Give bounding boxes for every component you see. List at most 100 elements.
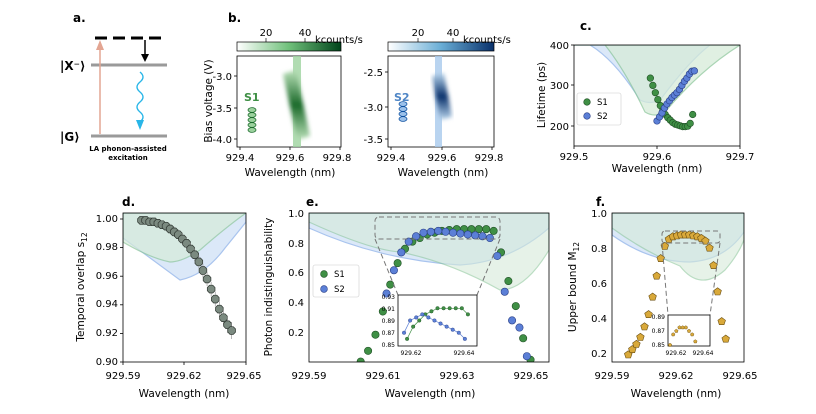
d-ytick-1: 0.98 xyxy=(96,242,118,253)
panel-d-point xyxy=(219,313,228,322)
panel-e-legend: S1 S2 xyxy=(312,264,360,298)
emission-wave xyxy=(136,71,144,123)
panel-e-inset-point-s2 xyxy=(426,315,431,320)
panel-e: e. Photon indistinguishability Wavelengt… xyxy=(263,195,550,400)
panel-e-inset-point-s1 xyxy=(447,306,452,311)
panel-e-point-s1 xyxy=(335,374,342,381)
f-xtick-0: 929.59 xyxy=(595,371,630,382)
panel-e-point-s2 xyxy=(404,237,413,246)
panel-f-inset-point xyxy=(671,332,676,337)
panel-d-points xyxy=(137,216,236,340)
panel-e-point-s1 xyxy=(371,330,380,339)
panel-f-point xyxy=(721,334,730,343)
f-inset-xtick-1: 929.64 xyxy=(693,350,714,357)
panel-e-inset-point-s2 xyxy=(456,330,461,335)
panel-f-ylabel-main: Upper bound M xyxy=(567,251,579,332)
panel-e-xlabel: Wavelength (nm) xyxy=(385,388,476,400)
panel-e-inset-points xyxy=(402,306,470,341)
panel-e-point-s1 xyxy=(305,383,312,390)
panel-e-ylabel: Photon indistinguishability xyxy=(263,218,275,357)
d-xtick-0: 929.59 xyxy=(106,371,141,382)
panel-e-inset-point-s2 xyxy=(438,321,443,326)
relaxation-arrow-head xyxy=(141,54,149,62)
panel-e-point-s2 xyxy=(515,323,524,332)
panel-d-point xyxy=(202,274,212,284)
panel-c-legend: S1 S2 xyxy=(576,92,622,126)
f-xtick-2: 929.65 xyxy=(723,371,758,382)
e-xtick-3: 929.65 xyxy=(514,371,549,382)
panel-d-point xyxy=(190,250,199,259)
panel-c-xlabel: Wavelength (nm) xyxy=(612,163,703,175)
panel-c: c. Lifetime (ps) Wavelength (nm) S1 S2 4… xyxy=(536,19,754,175)
e-ytick-2: 0.6 xyxy=(288,268,304,279)
panel-e-inset: 0.93 0.91 0.89 0.87 0.85 929.62 929.64 xyxy=(382,294,478,357)
e-ytick-0: 1.0 xyxy=(288,209,304,220)
panel-f-point xyxy=(644,310,653,319)
c-xtick-1: 929.6 xyxy=(643,152,672,163)
panel-e-point-s1 xyxy=(378,307,387,316)
panel-e-inset-point-s2 xyxy=(450,327,455,332)
panel-f-inset-point xyxy=(674,328,679,333)
cb2-unit: kcounts/s xyxy=(463,35,511,46)
panel-f-yaxis: 1.0 0.8 0.6 0.4 0.2 xyxy=(591,209,607,360)
panel-d-ylabel-sub: 12 xyxy=(80,232,89,242)
panel-e-point-s2 xyxy=(426,227,435,236)
panel-e-inset-point-s2 xyxy=(432,318,437,323)
panel-f-point xyxy=(640,322,649,331)
panel-e-zoom-box xyxy=(374,216,501,240)
panel-e-yaxis: 1.0 0.8 0.6 0.4 0.2 xyxy=(288,209,304,339)
panel-c-legend-s1: S1 xyxy=(597,98,608,108)
panel-e-point-s2 xyxy=(441,227,450,236)
b2-xtick-2: 929.8 xyxy=(475,153,504,164)
heatmap-s1-xaxis: 929.4 929.6 929.8 xyxy=(226,147,351,164)
panel-e-inset-point-s1 xyxy=(465,312,470,317)
panel-e-point-s2 xyxy=(493,251,502,260)
heatmap-s1-yaxis: -3.0 -3.5 -4.0 xyxy=(212,72,237,146)
heatmap-s1-trace xyxy=(283,70,310,140)
colorbar-s1 xyxy=(236,41,342,52)
cb2-tick-40: 40 xyxy=(447,28,460,39)
f-ytick-3: 0.4 xyxy=(591,314,607,325)
panel-e-inset-point-s2 xyxy=(462,336,467,341)
panel-e-point-s1 xyxy=(519,334,528,343)
c-ytick-1: 300 xyxy=(550,81,569,92)
panel-d-point xyxy=(227,326,236,335)
panel-d-ylabel: Temporal overlap s12 xyxy=(75,232,89,342)
emission-arrow-head xyxy=(136,120,144,130)
f-inset-ytick-2: 0.85 xyxy=(652,342,666,349)
cb1-tick-20: 20 xyxy=(260,28,273,39)
caption-line1: LA phonon-assisted xyxy=(89,145,167,153)
e-inset-ytick-2: 0.89 xyxy=(382,318,396,325)
panel-f-point xyxy=(717,317,726,326)
heatmap-s2-trace xyxy=(432,73,452,120)
panel-e-point-s2 xyxy=(389,266,398,275)
panel-e-point-s1 xyxy=(393,259,402,268)
panel-e-point-s2 xyxy=(478,232,487,241)
c-ytick-0: 400 xyxy=(550,41,569,52)
d-ytick-5: 0.90 xyxy=(96,357,118,368)
panel-f-inset-point xyxy=(690,332,695,337)
panel-c-ylabel: Lifetime (ps) xyxy=(536,62,548,128)
panel-e-point-s2 xyxy=(522,352,531,361)
b2-ytick-0: -2.5 xyxy=(363,68,383,79)
panel-d-point xyxy=(206,284,216,294)
d-ytick-0: 1.00 xyxy=(96,214,118,225)
panel-e-inset-point-s2 xyxy=(402,330,407,335)
b2-ytick-2: -3.5 xyxy=(363,135,383,146)
panel-e-point-s1 xyxy=(364,346,373,355)
caption-line2: excitation xyxy=(108,154,147,162)
panel-e-point-s2 xyxy=(508,316,517,325)
panel-e-inset-point-s1 xyxy=(411,324,416,329)
cb2-tick-20: 20 xyxy=(412,28,425,39)
e-inset-ytick-0: 0.93 xyxy=(382,294,396,301)
panel-f-xlabel: Wavelength (nm) xyxy=(631,388,722,400)
e-ytick-3: 0.4 xyxy=(288,298,304,309)
e-xtick-1: 929.61 xyxy=(366,371,401,382)
panel-f-point xyxy=(709,261,718,270)
excitation-arrow-head xyxy=(96,40,104,50)
panel-e-point-s1 xyxy=(511,302,520,311)
panel-e-inset-point-s1 xyxy=(429,309,434,314)
panel-f: f. Upper bound M12 Wavelength (nm) 0.89 … xyxy=(567,195,758,400)
b2-xtick-0: 929.4 xyxy=(377,153,406,164)
panel-f-ylabel-sub: 12 xyxy=(572,242,581,252)
